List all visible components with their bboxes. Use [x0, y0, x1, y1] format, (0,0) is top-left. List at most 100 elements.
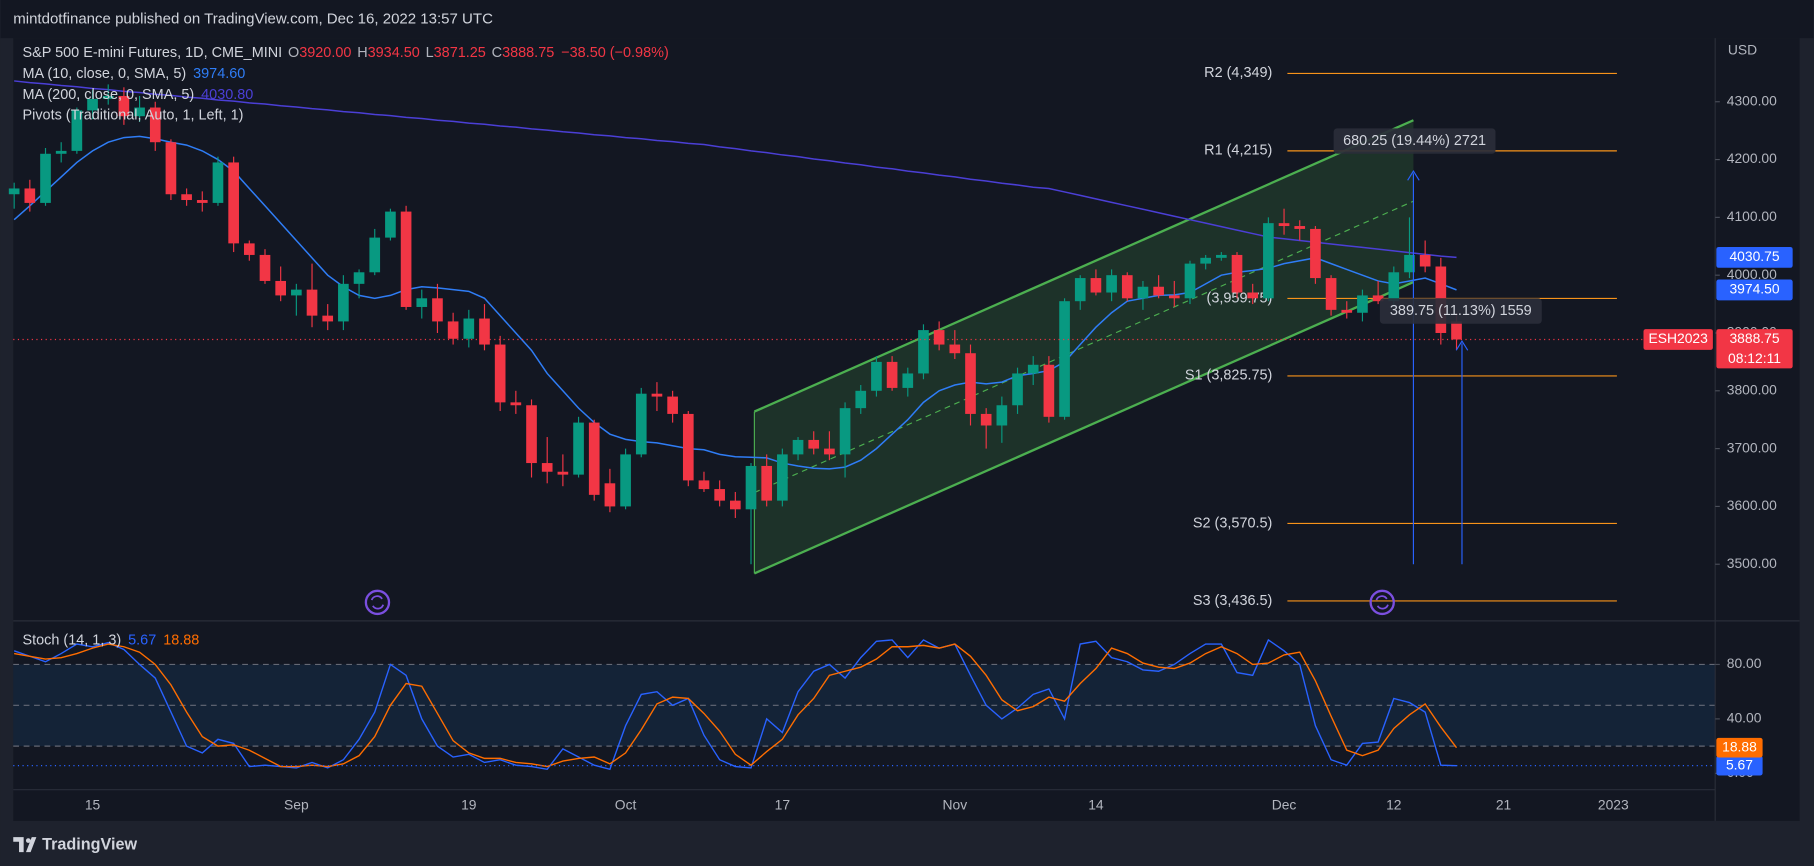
- candle-body: [588, 422, 600, 495]
- candle-body: [1027, 364, 1039, 374]
- ohlc-key: H: [357, 45, 367, 61]
- x-tick-label: 21: [1496, 797, 1512, 813]
- candle-body: [463, 318, 475, 339]
- candle-body: [24, 188, 36, 203]
- candle-body: [259, 254, 271, 281]
- candle-body: [40, 153, 51, 203]
- candle-body: [526, 405, 537, 464]
- candle-body: [1137, 286, 1149, 299]
- candle-body: [635, 393, 647, 455]
- candle-body: [1121, 275, 1133, 299]
- candle-body: [1247, 292, 1259, 299]
- candle-body: [1059, 301, 1070, 417]
- replay-icon[interactable]: [364, 589, 391, 616]
- candle-body: [1106, 275, 1117, 293]
- logo-mark: [13, 837, 37, 853]
- main-legend: S&P 500 E-mini Futures, 1D, CME_MINI O392…: [23, 45, 669, 61]
- candle-body: [949, 344, 961, 354]
- candle-body: [871, 361, 882, 391]
- channel-top: [753, 119, 1414, 413]
- candle-body: [1357, 295, 1368, 313]
- candle-body: [557, 471, 569, 475]
- candle-body: [400, 211, 412, 307]
- y-tick-label: 4100.00: [1727, 208, 1777, 224]
- price-label: 4030.75: [1729, 248, 1779, 264]
- y-tick-label: 4200.00: [1727, 150, 1777, 166]
- x-tick-label: 2023: [1598, 797, 1629, 813]
- measure-box: [1333, 128, 1496, 154]
- candle-body: [479, 318, 490, 345]
- currency: USD: [1728, 42, 1757, 58]
- candle-body: [275, 280, 287, 296]
- stoch-value-box: [1716, 737, 1763, 758]
- ma-legend: MA (200, close, 0, SMA, 5) 4030.80: [23, 87, 254, 103]
- candle-body: [322, 315, 334, 322]
- logo-text: TradingView: [42, 835, 137, 853]
- pivot-label: S1 (3,825.75): [1185, 368, 1273, 384]
- stoch-value-label: 5.67: [1726, 756, 1753, 772]
- top-bar: [0, 0, 1814, 39]
- measure-box: [1379, 298, 1542, 324]
- price-label-box: [1716, 246, 1793, 268]
- channel-fill: [754, 120, 1414, 574]
- moving-average: [14, 80, 1457, 259]
- candle-body: [1372, 295, 1384, 302]
- candle-body: [933, 330, 945, 345]
- replay-icon[interactable]: [1369, 589, 1395, 616]
- symbol-box: [1643, 329, 1713, 350]
- icon-arrows: [1375, 595, 1389, 610]
- y-tick-label: 40.00: [1727, 710, 1762, 726]
- x-tick-label: Oct: [615, 797, 637, 813]
- price-label: 3974.50: [1729, 281, 1779, 297]
- candle-body: [573, 422, 584, 475]
- candle-body: [965, 353, 976, 414]
- ma-legend: MA (10, close, 0, SMA, 5) 3974.60: [23, 66, 246, 82]
- stoch-name: Stoch (14, 1, 3): [23, 632, 122, 648]
- symbol: S&P 500 E-mini Futures, 1D, CME_MINI: [23, 45, 283, 61]
- candle-body: [667, 396, 678, 414]
- icon-ring: [1369, 589, 1395, 616]
- candle-body: [1184, 263, 1196, 299]
- candle-body: [651, 393, 663, 397]
- footer-logo[interactable]: TradingView: [13, 835, 138, 853]
- y-tick-label: 3600.00: [1727, 497, 1777, 513]
- candle-body: [996, 405, 1008, 426]
- logo-dot: [25, 838, 31, 843]
- candle-body: [682, 413, 694, 481]
- candle-body: [71, 110, 83, 151]
- candle-body: [886, 361, 898, 388]
- x-tick-label: 17: [775, 797, 791, 813]
- candle-body: [494, 344, 506, 403]
- x-tick-label: 15: [85, 797, 101, 813]
- measure-arrow: [1407, 170, 1420, 181]
- candle-body: [118, 95, 130, 117]
- candle-body: [306, 289, 318, 316]
- candle-body: [918, 330, 929, 374]
- x-tick-label: Sep: [284, 797, 309, 813]
- y-tick-label: 4300.00: [1727, 92, 1777, 108]
- candle-body: [196, 200, 208, 203]
- pivot-label: (3,959.75): [1207, 290, 1273, 306]
- candle-body: [808, 439, 820, 449]
- candle-body: [792, 439, 804, 455]
- candle-body: [510, 402, 522, 406]
- candle-body: [1168, 295, 1180, 299]
- x-tick-label: Nov: [942, 797, 967, 813]
- candle-body: [134, 107, 145, 117]
- candle-body: [416, 298, 428, 307]
- channel-mid: [754, 200, 1414, 494]
- channel-bottom: [753, 281, 1414, 575]
- candle-body: [165, 142, 177, 195]
- chart-area: [13, 38, 1800, 821]
- candle-body: [1341, 309, 1353, 313]
- measure-text: 389.75 (11.13%) 1559: [1390, 303, 1532, 319]
- candle-body: [87, 98, 98, 111]
- ma-name: MA (200, close, 0, SMA, 5): [23, 87, 195, 103]
- candle-body: [55, 150, 67, 154]
- ohlc-value: 3934.50: [368, 45, 420, 61]
- candle-body: [1278, 223, 1290, 227]
- candle-body: [1231, 254, 1243, 293]
- candle-body: [902, 373, 914, 388]
- candle-body: [212, 162, 224, 203]
- candle-body: [839, 408, 851, 455]
